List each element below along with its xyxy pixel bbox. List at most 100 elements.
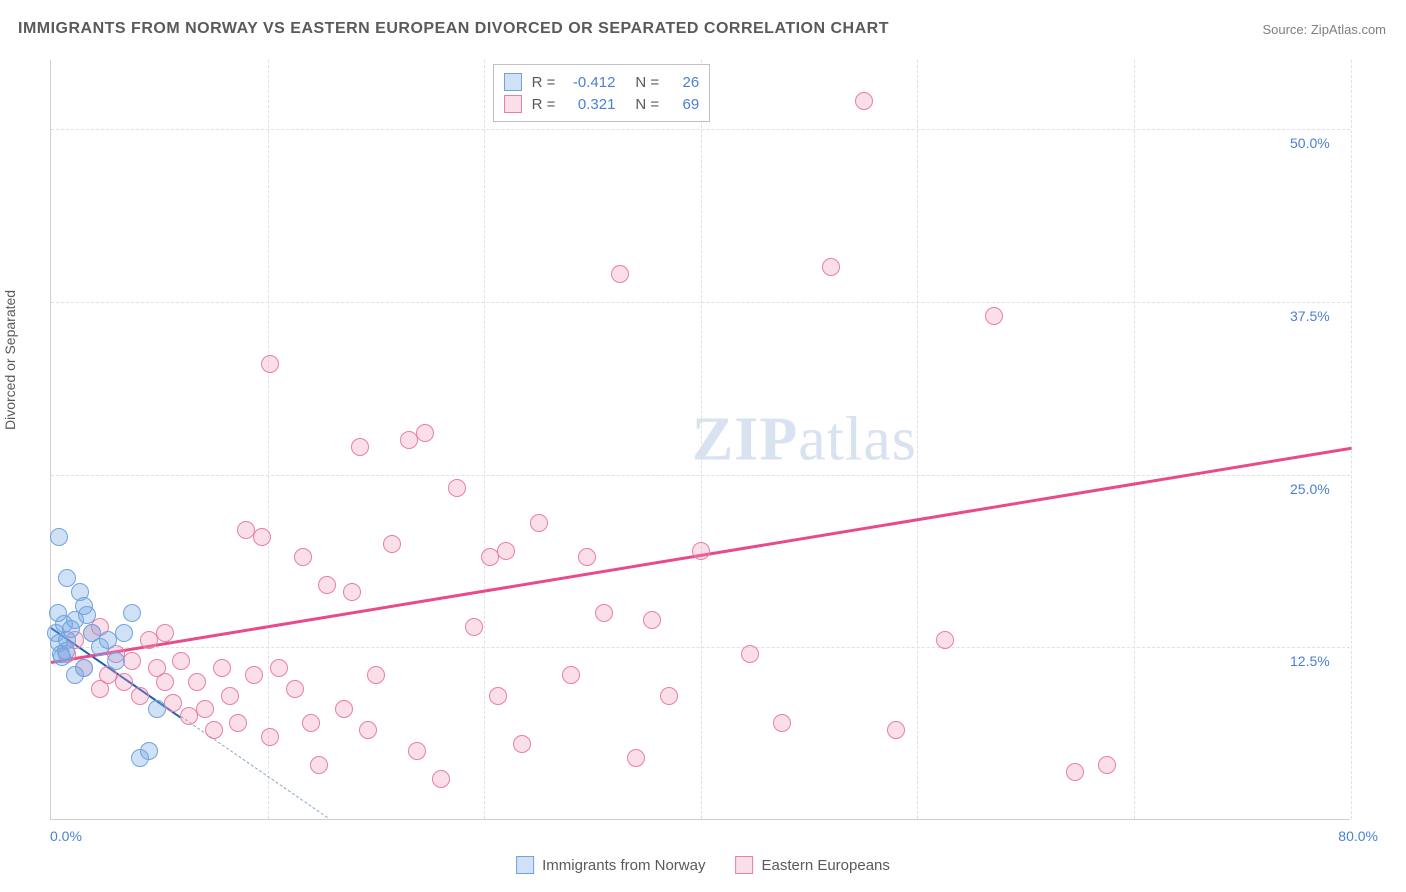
data-point bbox=[221, 687, 239, 705]
data-point bbox=[985, 307, 1003, 325]
data-point bbox=[172, 652, 190, 670]
data-point bbox=[773, 714, 791, 732]
data-point bbox=[408, 742, 426, 760]
data-point bbox=[578, 548, 596, 566]
data-point bbox=[310, 756, 328, 774]
y-tick-label: 50.0% bbox=[1290, 135, 1330, 151]
data-point bbox=[595, 604, 613, 622]
data-point bbox=[156, 624, 174, 642]
data-point bbox=[261, 728, 279, 746]
x-axis-min-tick: 0.0% bbox=[50, 828, 82, 844]
data-point bbox=[318, 576, 336, 594]
data-point bbox=[741, 645, 759, 663]
plot-area: ZIPatlas R = -0.412 N = 26 R = 0.321 N = 69 bbox=[50, 60, 1350, 820]
data-point bbox=[71, 583, 89, 601]
data-point bbox=[196, 700, 214, 718]
legend-swatch-eastern bbox=[735, 856, 753, 874]
data-point bbox=[123, 652, 141, 670]
data-point bbox=[383, 535, 401, 553]
data-point bbox=[416, 424, 434, 442]
data-point bbox=[562, 666, 580, 684]
data-point bbox=[887, 721, 905, 739]
data-point bbox=[1098, 756, 1116, 774]
data-point bbox=[936, 631, 954, 649]
data-point bbox=[123, 604, 141, 622]
stats-n-value: 69 bbox=[669, 96, 699, 113]
gridline-v bbox=[1134, 60, 1135, 819]
data-point bbox=[253, 528, 271, 546]
gridline-v bbox=[701, 60, 702, 819]
stats-swatch bbox=[504, 73, 522, 91]
data-point bbox=[261, 355, 279, 373]
data-point bbox=[627, 749, 645, 767]
watermark-bold: ZIP bbox=[692, 405, 798, 473]
data-point bbox=[343, 583, 361, 601]
data-point bbox=[1066, 763, 1084, 781]
data-point bbox=[432, 770, 450, 788]
y-tick-label: 37.5% bbox=[1290, 308, 1330, 324]
data-point bbox=[855, 92, 873, 110]
legend-swatch-norway bbox=[516, 856, 534, 874]
gridline-v bbox=[1351, 60, 1352, 819]
data-point bbox=[660, 687, 678, 705]
data-point bbox=[335, 700, 353, 718]
data-point bbox=[822, 258, 840, 276]
data-point bbox=[367, 666, 385, 684]
data-point bbox=[513, 735, 531, 753]
stats-n-label: N = bbox=[635, 96, 659, 113]
data-point bbox=[351, 438, 369, 456]
stats-r-value: 0.321 bbox=[565, 96, 615, 113]
data-point bbox=[148, 700, 166, 718]
data-point bbox=[131, 749, 149, 767]
stats-r-label: R = bbox=[532, 96, 556, 113]
data-point bbox=[115, 673, 133, 691]
legend-label-norway: Immigrants from Norway bbox=[542, 857, 705, 874]
gridline-v bbox=[268, 60, 269, 819]
data-point bbox=[489, 687, 507, 705]
data-point bbox=[164, 694, 182, 712]
data-point bbox=[78, 606, 96, 624]
data-point bbox=[270, 659, 288, 677]
data-point bbox=[643, 611, 661, 629]
chart-title: IMMIGRANTS FROM NORWAY VS EASTERN EUROPE… bbox=[18, 20, 889, 38]
source-attribution: Source: ZipAtlas.com bbox=[1262, 22, 1386, 37]
data-point bbox=[229, 714, 247, 732]
x-axis-max-tick: 80.0% bbox=[1338, 828, 1378, 844]
data-point bbox=[57, 642, 75, 660]
correlation-stats-box: R = -0.412 N = 26 R = 0.321 N = 69 bbox=[493, 64, 711, 122]
stats-row: R = 0.321 N = 69 bbox=[504, 93, 700, 115]
stats-swatch bbox=[504, 95, 522, 113]
data-point bbox=[294, 548, 312, 566]
data-point bbox=[58, 569, 76, 587]
data-point bbox=[611, 265, 629, 283]
legend-item-norway: Immigrants from Norway bbox=[516, 856, 705, 874]
gridline-v bbox=[484, 60, 485, 819]
stats-r-label: R = bbox=[532, 74, 556, 91]
data-point bbox=[359, 721, 377, 739]
data-point bbox=[497, 542, 515, 560]
data-point bbox=[107, 652, 125, 670]
y-tick-label: 12.5% bbox=[1290, 653, 1330, 669]
watermark: ZIPatlas bbox=[692, 404, 917, 475]
stats-r-value: -0.412 bbox=[565, 74, 615, 91]
gridline-v bbox=[917, 60, 918, 819]
data-point bbox=[50, 528, 68, 546]
data-point bbox=[115, 624, 133, 642]
data-point bbox=[302, 714, 320, 732]
legend-item-eastern: Eastern Europeans bbox=[735, 856, 889, 874]
watermark-rest: atlas bbox=[798, 405, 917, 473]
data-point bbox=[465, 618, 483, 636]
data-point bbox=[448, 479, 466, 497]
trend-line bbox=[181, 716, 328, 818]
data-point bbox=[205, 721, 223, 739]
data-point bbox=[131, 687, 149, 705]
data-point bbox=[245, 666, 263, 684]
data-point bbox=[66, 666, 84, 684]
data-point bbox=[156, 673, 174, 691]
data-point bbox=[530, 514, 548, 532]
legend-label-eastern: Eastern Europeans bbox=[761, 857, 889, 874]
data-point bbox=[286, 680, 304, 698]
data-point bbox=[213, 659, 231, 677]
bottom-legend: Immigrants from Norway Eastern Europeans bbox=[516, 856, 890, 874]
stats-n-value: 26 bbox=[669, 74, 699, 91]
